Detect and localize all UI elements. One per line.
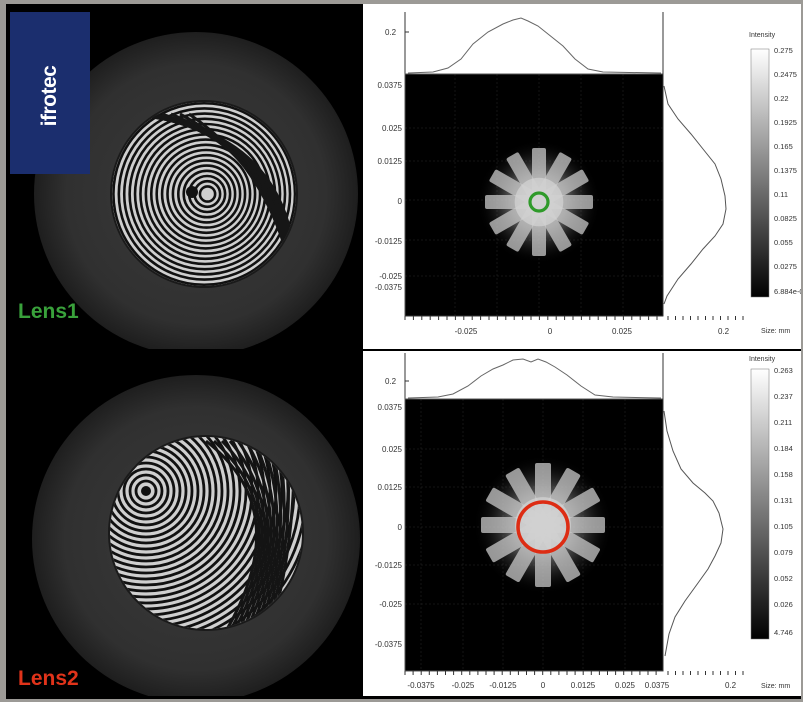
lens2-right-profile-tick: 0.2	[725, 681, 737, 690]
lens2-y-axis: 0.0375 0.025 0.0125 0 -0.0125 -0.025 -0.…	[375, 403, 403, 649]
colorbar-tick: 4.746	[774, 628, 793, 637]
colorbar-tick: 0.184	[774, 444, 793, 453]
colorbar-tick: 0.079	[774, 548, 793, 557]
lens1-x-axis: -0.025 0 0.025	[455, 327, 633, 336]
lens1-interferogram	[34, 32, 358, 349]
lens2-x-profile	[407, 358, 662, 399]
colorbar-tick: 0.11	[774, 190, 788, 199]
y-tick-label: -0.0375	[375, 640, 403, 649]
x-tick-label: 0.0125	[571, 681, 596, 690]
lens2-x-axis: -0.0375 -0.025 -0.0125 0 0.0125 0.025 0.…	[407, 681, 669, 690]
x-tick-label: 0.0375	[645, 681, 670, 690]
lens1-colorbar-title: Intensity	[749, 32, 776, 39]
colorbar-tick: 0.275	[774, 46, 793, 55]
lens1-colorbar	[750, 48, 770, 298]
colorbar-tick: 0.0825	[774, 214, 797, 223]
company-logo: ifrotec	[10, 12, 90, 174]
lens2-psf-plot: 0.2 0.0375 0.025 0.0125 0 -0.0125 -0.025	[363, 351, 801, 696]
y-tick-label: 0.0375	[378, 81, 403, 90]
y-tick-label: -0.0125	[375, 561, 403, 570]
lens2-label: Lens2	[18, 667, 79, 690]
colorbar-tick: 0.211	[774, 418, 792, 427]
x-tick-label: -0.025	[452, 681, 475, 690]
x-tick-label: -0.0375	[407, 681, 435, 690]
colorbar-tick: 0.22	[774, 94, 789, 103]
lens2-colorbar-title: Intensity	[749, 356, 776, 363]
lens2-y-profile	[663, 410, 724, 657]
colorbar-tick: 0.105	[774, 522, 793, 531]
colorbar-tick: 0.263	[774, 366, 793, 375]
lens1-focus-marker	[528, 191, 550, 213]
lens2-interferogram	[32, 375, 360, 696]
colorbar-tick: 0.131	[774, 496, 793, 505]
lens1-section: ifrotec Lens1 0.2	[6, 4, 801, 349]
lens1-y-profile	[663, 85, 727, 305]
colorbar-tick: 0.237	[774, 392, 793, 401]
lens2-focus-marker	[516, 500, 570, 554]
x-tick-label: 0.025	[612, 327, 633, 336]
lens2-top-profile-tick: 0.2	[385, 377, 397, 386]
y-tick-label: 0.0125	[378, 157, 403, 166]
lens1-y-axis: 0.0375 0.025 0.0125 0 -0.0125 -0.025 -0.…	[375, 81, 403, 292]
lens1-label: Lens1	[18, 300, 79, 323]
colorbar-tick: 0.055	[774, 238, 793, 247]
colorbar-tick: 0.0275	[774, 262, 797, 271]
x-tick-label: 0	[541, 681, 546, 690]
lens2-size-label: Size: mm	[761, 683, 790, 690]
x-tick-label: -0.025	[455, 327, 478, 336]
x-tick-label: 0	[548, 327, 553, 336]
lens1-top-profile-tick: 0.2	[385, 28, 397, 37]
logo-text: ifrotec	[38, 65, 61, 127]
colorbar-tick: 0.052	[774, 574, 793, 583]
comparison-figure: ifrotec Lens1 0.2	[6, 4, 801, 699]
lens1-colorbar-ticks: 0.275 0.2475 0.22 0.1925 0.165 0.1375 0.…	[774, 46, 801, 296]
lens1-x-profile	[407, 17, 662, 74]
y-tick-label: 0.025	[382, 445, 403, 454]
lens2-section: Lens2 0.2	[6, 351, 801, 696]
y-tick-label: 0.025	[382, 124, 403, 133]
lens2-colorbar	[750, 368, 770, 640]
colorbar-tick: 0.1375	[774, 166, 797, 175]
colorbar-tick: 0.026	[774, 600, 793, 609]
x-tick-label: 0.025	[615, 681, 636, 690]
y-tick-label: -0.025	[379, 272, 402, 281]
y-tick-label: -0.0375	[375, 283, 403, 292]
x-tick-label: -0.0125	[489, 681, 517, 690]
lens2-colorbar-ticks: 0.263 0.237 0.211 0.184 0.158 0.131 0.10…	[774, 366, 793, 637]
colorbar-tick: 0.165	[774, 142, 793, 151]
lens1-size-label: Size: mm	[761, 328, 790, 335]
colorbar-tick: 0.2475	[774, 70, 797, 79]
lens1-right-profile-tick: 0.2	[718, 327, 730, 336]
colorbar-tick: 6.884e-0	[774, 287, 801, 296]
y-tick-label: 0	[398, 197, 403, 206]
lens1-psf-plot: 0.2 0.0375 0.025 0.0125 0 -0.0125	[363, 4, 801, 349]
colorbar-tick: 0.158	[774, 470, 793, 479]
y-tick-label: 0.0375	[378, 403, 403, 412]
y-tick-label: -0.025	[379, 600, 402, 609]
y-tick-label: -0.0125	[375, 237, 403, 246]
y-tick-label: 0.0125	[378, 483, 403, 492]
y-tick-label: 0	[398, 523, 403, 532]
colorbar-tick: 0.1925	[774, 118, 797, 127]
